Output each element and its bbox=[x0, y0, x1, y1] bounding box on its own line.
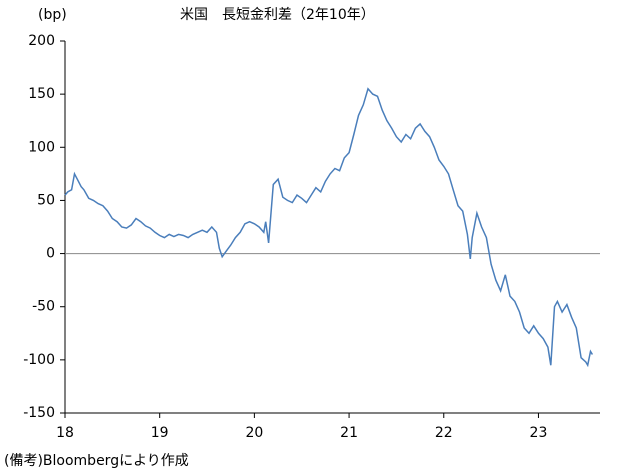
x-tick-label: 23 bbox=[530, 425, 548, 441]
series-line bbox=[64, 87, 594, 368]
x-tick-label: 22 bbox=[435, 425, 453, 441]
y-tick-label: 100 bbox=[28, 139, 55, 155]
y-tick-label: 200 bbox=[28, 33, 55, 49]
x-tick-label: 21 bbox=[340, 425, 358, 441]
y-tick-label: 0 bbox=[46, 246, 55, 262]
y-tick-label: 50 bbox=[37, 192, 55, 208]
y-tick-label: -150 bbox=[23, 405, 55, 421]
y-unit-label: (bp) bbox=[38, 7, 67, 23]
chart-title: 米国 長短金利差（2年10年） bbox=[180, 7, 375, 23]
y-tick-label: -50 bbox=[32, 299, 55, 315]
x-tick-label: 20 bbox=[245, 425, 263, 441]
x-tick-label: 19 bbox=[151, 425, 169, 441]
x-tick-label: 18 bbox=[56, 425, 74, 441]
note: (備考)Bloombergにより作成 bbox=[4, 453, 189, 469]
y-tick-label: -100 bbox=[23, 352, 55, 368]
y-tick-label: 150 bbox=[28, 86, 55, 102]
